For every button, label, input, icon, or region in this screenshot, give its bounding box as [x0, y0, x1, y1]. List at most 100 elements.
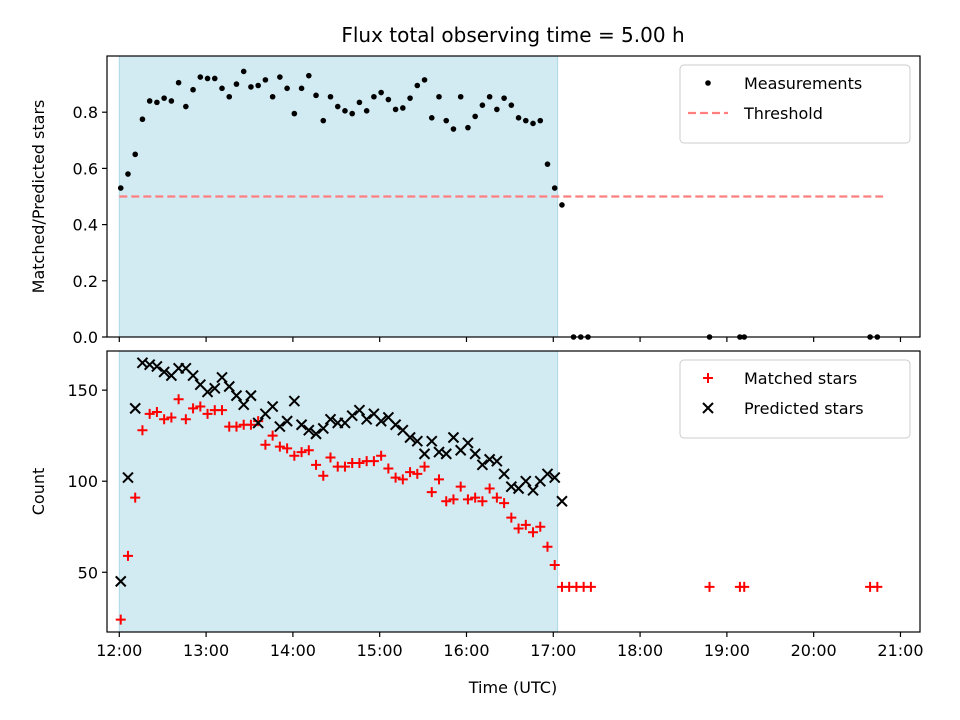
- data-point: [240, 68, 247, 75]
- data-point: [491, 492, 502, 503]
- x-tick-label: 17:00: [530, 641, 576, 660]
- data-point: [217, 405, 228, 416]
- data-point: [499, 498, 510, 509]
- count-panel: 50 100 150 12:00 13:00 14:00 15:00 16:00 17:00 18…: [29, 350, 924, 660]
- data-point: [419, 461, 430, 472]
- data-point: [405, 467, 416, 478]
- data-point: [428, 115, 435, 121]
- data-point: [872, 581, 883, 592]
- data-point: [418, 448, 431, 460]
- data-point: [248, 84, 254, 90]
- data-point: [349, 110, 356, 117]
- data-point: [407, 95, 413, 101]
- data-point: [376, 450, 387, 461]
- data-point: [385, 96, 392, 103]
- data-point: [368, 456, 379, 467]
- data-point: [513, 523, 524, 534]
- data-point: [412, 468, 423, 479]
- data-point: [209, 382, 221, 395]
- data-point: [346, 409, 358, 422]
- axes-frame: [106, 350, 921, 633]
- data-point: [465, 124, 471, 131]
- data-point: [183, 103, 189, 110]
- data-point: [440, 448, 452, 460]
- data-point: [291, 110, 298, 117]
- data-point: [306, 72, 312, 79]
- data-point: [298, 85, 305, 92]
- data-point: [115, 575, 127, 588]
- y-tick-label: 0.4: [73, 216, 98, 235]
- data-point: [443, 117, 450, 124]
- data-point: [508, 102, 515, 108]
- data-point: [447, 431, 460, 444]
- data-point: [195, 401, 206, 412]
- data-point: [267, 430, 278, 441]
- data-point: [255, 82, 261, 89]
- data-point: [277, 74, 283, 80]
- data-point: [289, 450, 300, 461]
- data-point: [151, 407, 162, 418]
- data-point: [494, 106, 500, 113]
- data-point: [371, 93, 377, 100]
- legend-label: Measurements: [744, 74, 862, 93]
- observing-window-shade: [118, 350, 559, 633]
- legend-marker: [702, 402, 714, 414]
- data-point: [436, 93, 442, 100]
- data-point: [266, 400, 279, 413]
- y-tick-label: 0.2: [73, 272, 98, 291]
- data-point: [501, 95, 507, 101]
- data-point: [132, 151, 139, 158]
- y-axis-label: Matched/Predicted stars: [29, 100, 48, 294]
- data-point: [233, 81, 240, 87]
- data-point: [173, 394, 184, 405]
- data-point: [175, 79, 182, 86]
- data-point: [204, 75, 211, 82]
- x-tick-label: 15:00: [357, 641, 403, 660]
- data-point: [520, 519, 531, 530]
- data-point: [324, 413, 337, 425]
- x-tick-label: 16:00: [443, 641, 489, 660]
- legend: Measurements Threshold: [679, 64, 911, 144]
- data-point: [223, 380, 235, 393]
- data-point: [115, 614, 126, 625]
- y-axis-label: Count: [29, 468, 48, 516]
- data-point: [281, 415, 293, 427]
- axes-frame: [106, 55, 921, 338]
- x-tick-label: 20:00: [791, 641, 837, 660]
- data-point: [130, 492, 141, 503]
- data-point: [476, 459, 489, 471]
- data-point: [472, 113, 478, 120]
- data-point: [219, 85, 225, 92]
- data-point: [295, 419, 308, 431]
- data-point: [535, 521, 546, 532]
- data-point: [353, 404, 366, 416]
- data-point: [154, 99, 160, 106]
- data-point: [161, 95, 167, 101]
- x-tick-label: 19:00: [704, 641, 750, 660]
- data-point: [470, 492, 481, 503]
- data-point: [211, 75, 218, 82]
- data-point: [426, 435, 438, 447]
- series-predicted-stars: [115, 357, 568, 588]
- data-point: [202, 408, 213, 419]
- data-point: [356, 99, 363, 106]
- data-point: [274, 420, 286, 433]
- data-point: [360, 413, 373, 425]
- data-point: [400, 105, 406, 111]
- data-point: [139, 116, 146, 123]
- data-point: [457, 93, 464, 100]
- data-point: [392, 106, 399, 113]
- data-point: [389, 419, 402, 431]
- legend-marker: [705, 80, 711, 86]
- data-point: [498, 468, 510, 480]
- data-point: [260, 439, 271, 450]
- data-point: [585, 581, 596, 592]
- data-point: [117, 185, 124, 191]
- legend-label: Threshold: [743, 104, 823, 123]
- data-point: [339, 461, 350, 472]
- data-point: [252, 417, 264, 429]
- data-point: [479, 102, 486, 108]
- data-point: [201, 386, 214, 398]
- data-point: [226, 93, 233, 100]
- data-point: [520, 475, 532, 487]
